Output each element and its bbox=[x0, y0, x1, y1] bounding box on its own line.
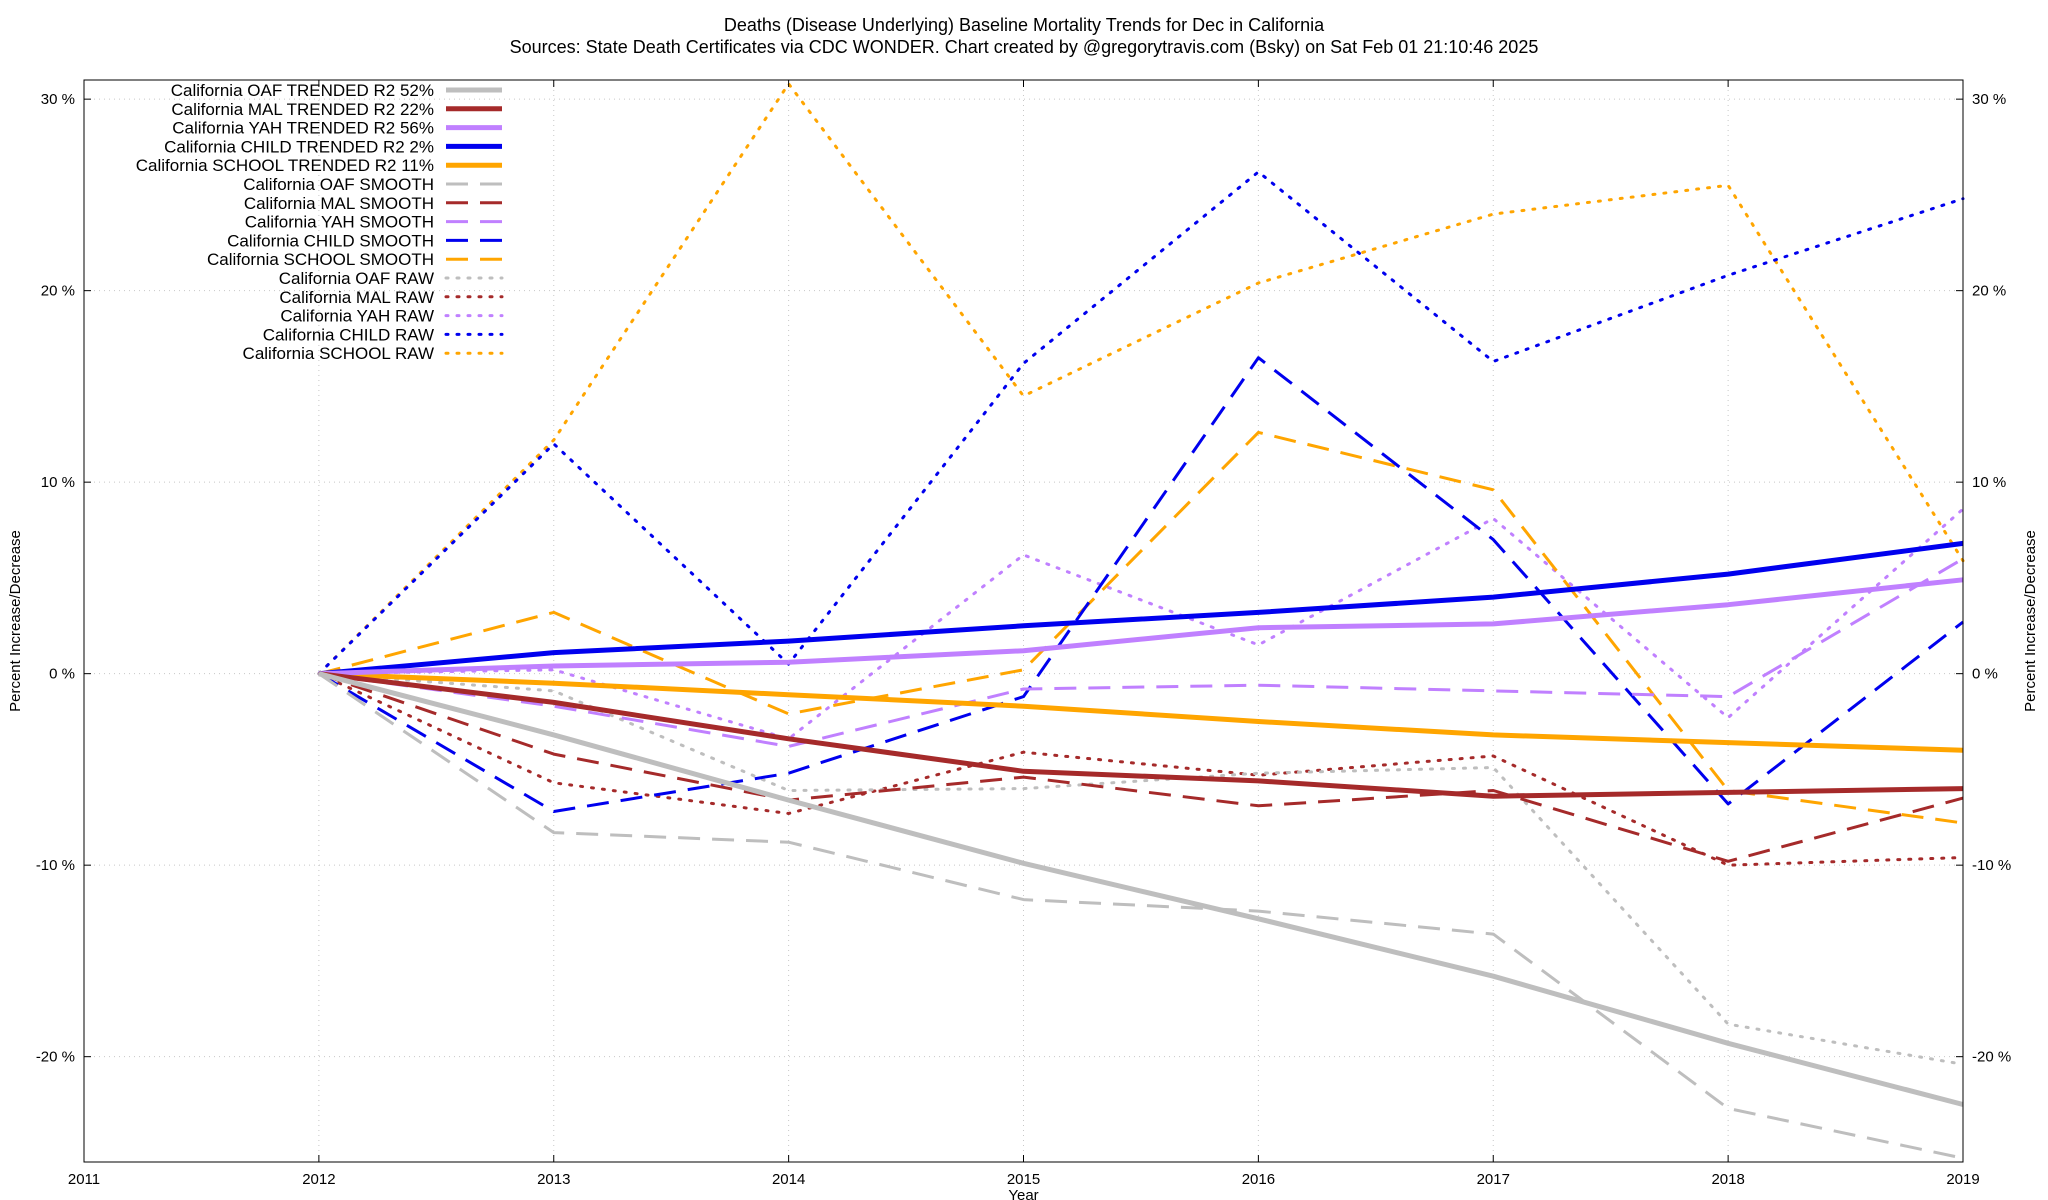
legend-label: California SCHOOL TRENDED R2 11% bbox=[136, 156, 434, 175]
x-tick-label: 2019 bbox=[1946, 1171, 1979, 1188]
series-line-3 bbox=[318, 577, 1964, 677]
x-tick-label: 2015 bbox=[1007, 1171, 1040, 1188]
y-tick-label-right: -10 % bbox=[1972, 857, 2011, 874]
x-tick-label: 2014 bbox=[772, 1171, 805, 1188]
series-line-2 bbox=[318, 671, 1964, 799]
y-tick-label-right: -20 % bbox=[1972, 1049, 2011, 1066]
legend-label: California YAH TRENDED R2 56% bbox=[172, 119, 434, 138]
legend-label: California OAF SMOOTH bbox=[243, 175, 434, 194]
legend-label: California SCHOOL SMOOTH bbox=[207, 250, 434, 269]
series-line-8 bbox=[318, 557, 1964, 748]
x-tick-label: 2011 bbox=[68, 1171, 100, 1188]
y-tick-label-left: 30 % bbox=[41, 91, 75, 108]
x-tick-label: 2012 bbox=[302, 1171, 335, 1188]
series-line-15 bbox=[317, 82, 1965, 676]
series-line-12 bbox=[317, 672, 1965, 867]
legend-label: California YAH SMOOTH bbox=[245, 213, 434, 232]
x-tick-label: 2018 bbox=[1711, 1171, 1744, 1188]
series-line-13 bbox=[317, 507, 1965, 741]
legend-label: California YAH RAW bbox=[280, 307, 434, 326]
legend-label: California SCHOOL RAW bbox=[243, 344, 434, 363]
x-tick-label: 2017 bbox=[1477, 1171, 1510, 1188]
y-tick-label-left: -10 % bbox=[36, 857, 75, 874]
legend: California OAF TRENDED R2 52%California … bbox=[136, 81, 504, 363]
series-line-5 bbox=[318, 671, 1964, 753]
y-axis-label-right: Percent Increase/Decrease bbox=[2022, 530, 2039, 712]
x-axis-label: Year bbox=[1008, 1187, 1038, 1200]
series-line-4 bbox=[318, 540, 1964, 677]
y-tick-label-left: 0 % bbox=[49, 666, 75, 683]
y-tick-label-right: 20 % bbox=[1972, 283, 2006, 300]
series-line-7 bbox=[318, 672, 1964, 863]
series-line-9 bbox=[318, 356, 1964, 813]
x-tick-label: 2013 bbox=[537, 1171, 570, 1188]
legend-label: California MAL RAW bbox=[279, 288, 434, 307]
axis-ticks: 2011 2012 2013 2014 2015 2016 2017 2018 2019 -20 … bbox=[36, 80, 2011, 1188]
y-tick-label-left: 10 % bbox=[41, 474, 75, 491]
legend-label: California CHILD TRENDED R2 2% bbox=[164, 137, 434, 156]
y-tick-label-right: 30 % bbox=[1972, 91, 2006, 108]
legend-label: California CHILD RAW bbox=[263, 325, 434, 344]
y-tick-label-left: 20 % bbox=[41, 283, 75, 300]
grid bbox=[84, 80, 1963, 1162]
legend-label: California MAL TRENDED R2 22% bbox=[171, 100, 434, 119]
chart-title: Deaths (Disease Underlying) Baseline Mor… bbox=[724, 15, 1325, 35]
legend-label: California CHILD SMOOTH bbox=[227, 231, 434, 250]
legend-label: California MAL SMOOTH bbox=[244, 194, 434, 213]
y-axis-label-left: Percent Increase/Decrease bbox=[7, 530, 24, 712]
series-line-6 bbox=[318, 672, 1964, 1160]
chart-subtitle: Sources: State Death Certificates via CD… bbox=[510, 37, 1539, 57]
legend-label: California OAF RAW bbox=[279, 269, 434, 288]
y-tick-label-left: -20 % bbox=[36, 1049, 75, 1066]
series-line-1 bbox=[318, 671, 1964, 1107]
y-tick-label-right: 10 % bbox=[1972, 474, 2006, 491]
series-group bbox=[317, 82, 1965, 1160]
legend-label: California OAF TRENDED R2 52% bbox=[171, 81, 434, 100]
series-line-10 bbox=[318, 430, 1964, 825]
x-tick-label: 2016 bbox=[1242, 1171, 1275, 1188]
y-tick-label-right: 0 % bbox=[1972, 666, 1998, 683]
